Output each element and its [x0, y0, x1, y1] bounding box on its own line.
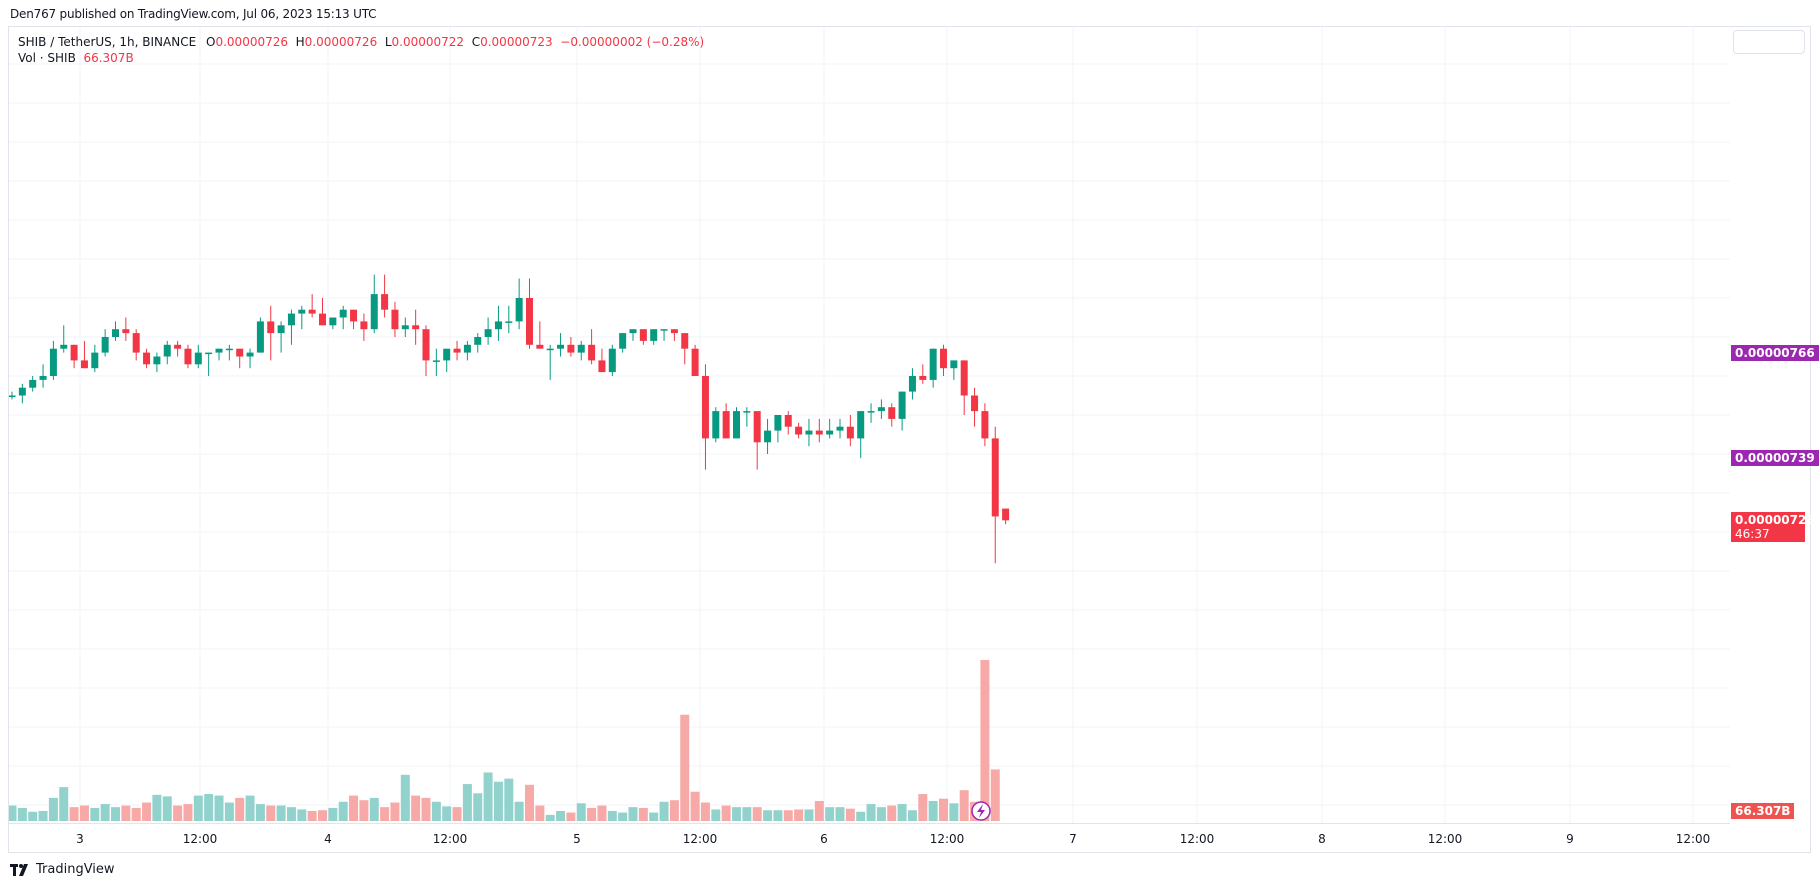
time-axis-label: 6 — [820, 832, 828, 846]
time-axis-label: 12:00 — [1179, 832, 1215, 846]
chart-settings-button[interactable] — [1733, 30, 1805, 54]
change-value: −0.00000002 (−0.28%) — [560, 35, 705, 49]
lightning-icon[interactable] — [971, 801, 991, 821]
time-axis-label: 12:00 — [1427, 832, 1463, 846]
high-value: 0.00000726 — [304, 35, 378, 49]
volume-row: Vol · SHIB 66.307B — [18, 50, 704, 66]
volume-value: 66.307B — [83, 51, 134, 65]
volume-label[interactable]: Vol · SHIB — [18, 51, 76, 65]
time-axis-label: 8 — [1318, 832, 1326, 846]
candlestick-chart[interactable] — [9, 27, 1730, 823]
time-axis-label: 12:00 — [682, 832, 718, 846]
chart-legend: SHIB / TetherUS, 1h, BINANCE O0.00000726… — [18, 34, 704, 66]
low-value: 0.00000722 — [391, 35, 465, 49]
published-caption: Den767 published on TradingView.com, Jul… — [10, 7, 377, 21]
close-value: 0.00000723 — [480, 35, 553, 49]
price-axis[interactable]: 0.000008400.000008300.000008200.00000810… — [1730, 27, 1810, 823]
time-axis-label: 12:00 — [929, 832, 965, 846]
tradingview-logo[interactable]: TradingView — [10, 862, 115, 877]
time-axis-label: 5 — [573, 832, 581, 846]
open-value: 0.00000726 — [215, 35, 288, 49]
level-low-tag: 0.00000739 — [1731, 449, 1819, 466]
time-axis[interactable]: 3 12:00 4 12:00 5 12:00 6 12:00 7 12:00 8 12:00 9 12:… — [9, 823, 1730, 853]
level-high-tag: 0.00000766 — [1731, 344, 1819, 361]
time-axis-label: 12:00 — [182, 832, 218, 846]
ohlc-row: SHIB / TetherUS, 1h, BINANCE O0.00000726… — [18, 35, 705, 49]
logo-text: TradingView — [36, 862, 115, 877]
chart-frame — [8, 26, 1811, 853]
chart-plot-area[interactable] — [9, 27, 1730, 823]
symbol-title[interactable]: SHIB / TetherUS, 1h, BINANCE — [18, 35, 197, 49]
time-axis-label: 4 — [324, 832, 332, 846]
time-axis-label: 12:00 — [432, 832, 468, 846]
tradingview-logo-icon — [10, 863, 28, 876]
last-price-tag: 0.00000723 46:37 — [1731, 512, 1815, 543]
time-axis-label: 3 — [76, 832, 84, 846]
time-axis-label: 9 — [1566, 832, 1574, 846]
volume-tag: 66.307B — [1731, 803, 1795, 819]
time-axis-label: 7 — [1069, 832, 1077, 846]
time-axis-label: 12:00 — [1675, 832, 1711, 846]
